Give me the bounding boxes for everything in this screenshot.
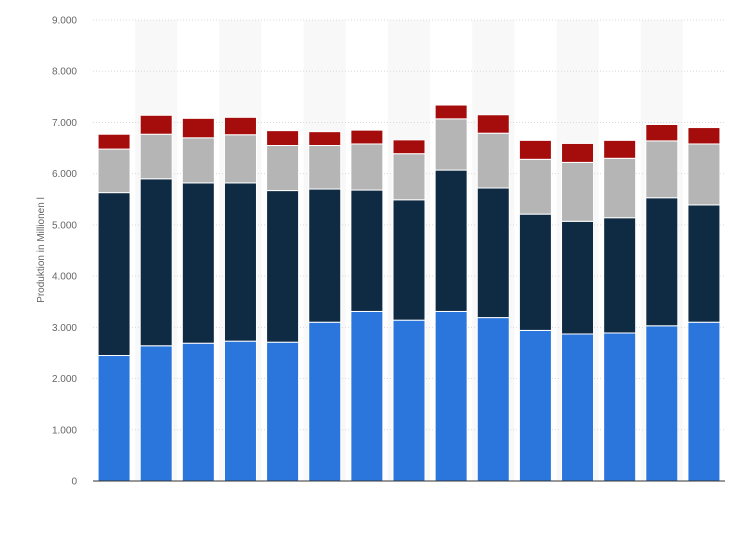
bar-segment-series-2[interactable] [561, 220, 595, 335]
bars [97, 104, 721, 482]
y-tick-label: 4.000 [52, 272, 77, 283]
bar-segment-series-1[interactable] [308, 321, 342, 482]
bar-segment-series-3[interactable] [561, 161, 595, 222]
bar-segment-series-3[interactable] [518, 158, 552, 215]
y-tick-label: 8.000 [52, 67, 77, 78]
bar-segment-series-1[interactable] [518, 329, 552, 482]
bar-segment-series-1[interactable] [266, 341, 300, 482]
bar-segment-series-1[interactable] [392, 319, 426, 482]
bar-segment-series-2[interactable] [603, 217, 637, 334]
bar-segment-series-2[interactable] [139, 178, 173, 347]
y-axis-title: Produktion in Millionen l [36, 197, 47, 303]
bar-segment-series-4[interactable] [181, 117, 215, 139]
bar-segment-series-4[interactable] [561, 142, 595, 163]
y-tick-label: 2.000 [52, 374, 77, 385]
bar-segment-series-4[interactable] [603, 139, 637, 159]
bar-segment-series-2[interactable] [392, 199, 426, 321]
bar-segment-series-3[interactable] [603, 157, 637, 219]
bar-segment-series-2[interactable] [476, 187, 510, 319]
bar-segment-series-4[interactable] [687, 127, 721, 145]
bar-segment-series-4[interactable] [645, 123, 679, 142]
y-tick-label: 6.000 [52, 169, 77, 180]
y-tick-label: 1.000 [52, 425, 77, 436]
bar-segment-series-1[interactable] [97, 355, 131, 482]
bar-segment-series-4[interactable] [266, 130, 300, 146]
bar-segment-series-4[interactable] [308, 131, 342, 146]
bar-segment-series-3[interactable] [308, 144, 342, 190]
bar-segment-series-3[interactable] [476, 132, 510, 189]
bar-segment-series-4[interactable] [392, 139, 426, 155]
y-tick-label: 0 [71, 477, 77, 488]
bar-segment-series-4[interactable] [223, 116, 257, 136]
bar-segment-series-1[interactable] [603, 332, 637, 482]
y-tick-label: 9.000 [52, 16, 77, 27]
bar-segment-series-2[interactable] [97, 192, 131, 357]
bar-segment-series-2[interactable] [687, 204, 721, 323]
bar-segment-series-2[interactable] [518, 213, 552, 331]
y-tick-label: 7.000 [52, 118, 77, 129]
bar-segment-series-3[interactable] [350, 143, 384, 191]
bar-segment-series-4[interactable] [97, 133, 131, 150]
bar-segment-series-2[interactable] [266, 190, 300, 343]
bar-segment-series-3[interactable] [181, 137, 215, 184]
bar-segment-series-1[interactable] [561, 333, 595, 482]
bar-segment-series-3[interactable] [645, 140, 679, 199]
bar-segment-series-1[interactable] [181, 342, 215, 482]
bar-segment-series-3[interactable] [97, 148, 131, 194]
bar-segment-series-4[interactable] [518, 139, 552, 160]
bar-segment-series-3[interactable] [223, 134, 257, 184]
bar-segment-series-4[interactable] [434, 104, 468, 120]
bar-segment-series-4[interactable] [139, 114, 173, 135]
bar-segment-series-3[interactable] [139, 133, 173, 180]
bar-segment-series-3[interactable] [687, 143, 721, 206]
y-tick-label: 5.000 [52, 220, 77, 231]
bar-segment-series-1[interactable] [223, 340, 257, 482]
bar-segment-series-1[interactable] [139, 345, 173, 482]
y-axis: 0 1.000 2.000 3.000 4.000 5.000 6.000 7.000 8.00… [52, 16, 77, 488]
bar-segment-series-2[interactable] [181, 182, 215, 344]
bar-segment-series-1[interactable] [434, 310, 468, 482]
bar-segment-series-1[interactable] [687, 321, 721, 482]
bar-segment-series-2[interactable] [223, 182, 257, 342]
bar-segment-series-2[interactable] [350, 189, 384, 312]
bar-segment-series-4[interactable] [350, 129, 384, 145]
bar-segment-series-4[interactable] [476, 114, 510, 134]
bar-segment-series-3[interactable] [266, 144, 300, 192]
bar-segment-series-2[interactable] [645, 197, 679, 327]
y-tick-label: 3.000 [52, 323, 77, 334]
bar-segment-series-2[interactable] [434, 169, 468, 312]
bar-segment-series-2[interactable] [308, 188, 342, 323]
bar-segment-series-1[interactable] [645, 325, 679, 482]
bar-segment-series-1[interactable] [350, 310, 384, 482]
bar-segment-series-3[interactable] [434, 118, 468, 171]
bar-segment-series-3[interactable] [392, 153, 426, 201]
bar-segment-series-1[interactable] [476, 317, 510, 482]
